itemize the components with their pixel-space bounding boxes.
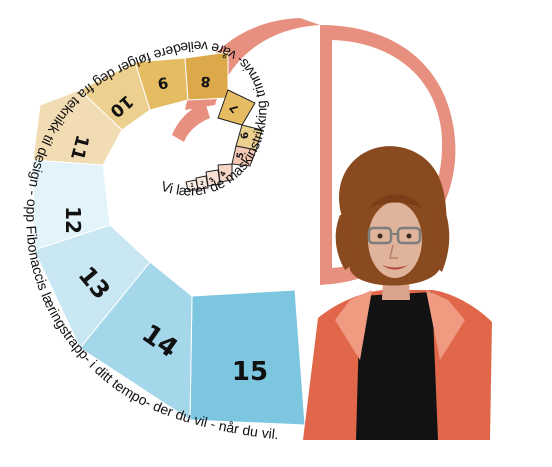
- step-label-3: 3: [208, 176, 216, 184]
- step-label-5: 5: [236, 152, 247, 160]
- bangs: [368, 194, 424, 210]
- step-label-8: 8: [200, 73, 211, 90]
- step-label-1: 1: [190, 183, 194, 189]
- step-5: [231, 145, 257, 167]
- step-1: [185, 179, 199, 191]
- hair-right-curl: [430, 210, 450, 272]
- left-lapel: [335, 290, 372, 360]
- nose: [389, 244, 398, 259]
- logo-hook-path: [172, 102, 210, 142]
- step-label-6: 6: [240, 131, 252, 140]
- step-label-15: 15: [232, 357, 268, 387]
- shirt: [356, 292, 438, 440]
- step-label-2: 2: [200, 181, 204, 187]
- right-lapel: [426, 290, 465, 360]
- woman-illustration: [303, 146, 492, 440]
- right-eye: [406, 233, 412, 239]
- face: [368, 202, 422, 278]
- glasses-right-lens: [396, 226, 422, 245]
- step-label-12: 12: [61, 206, 85, 234]
- step-label-9: 9: [156, 73, 169, 93]
- mouth: [382, 265, 408, 270]
- step-label-4: 4: [219, 170, 228, 178]
- glasses-left-lens: [367, 226, 393, 245]
- fibonacci-steps: [32, 51, 306, 426]
- left-eye: [377, 233, 383, 239]
- hair-left-curl: [335, 215, 356, 270]
